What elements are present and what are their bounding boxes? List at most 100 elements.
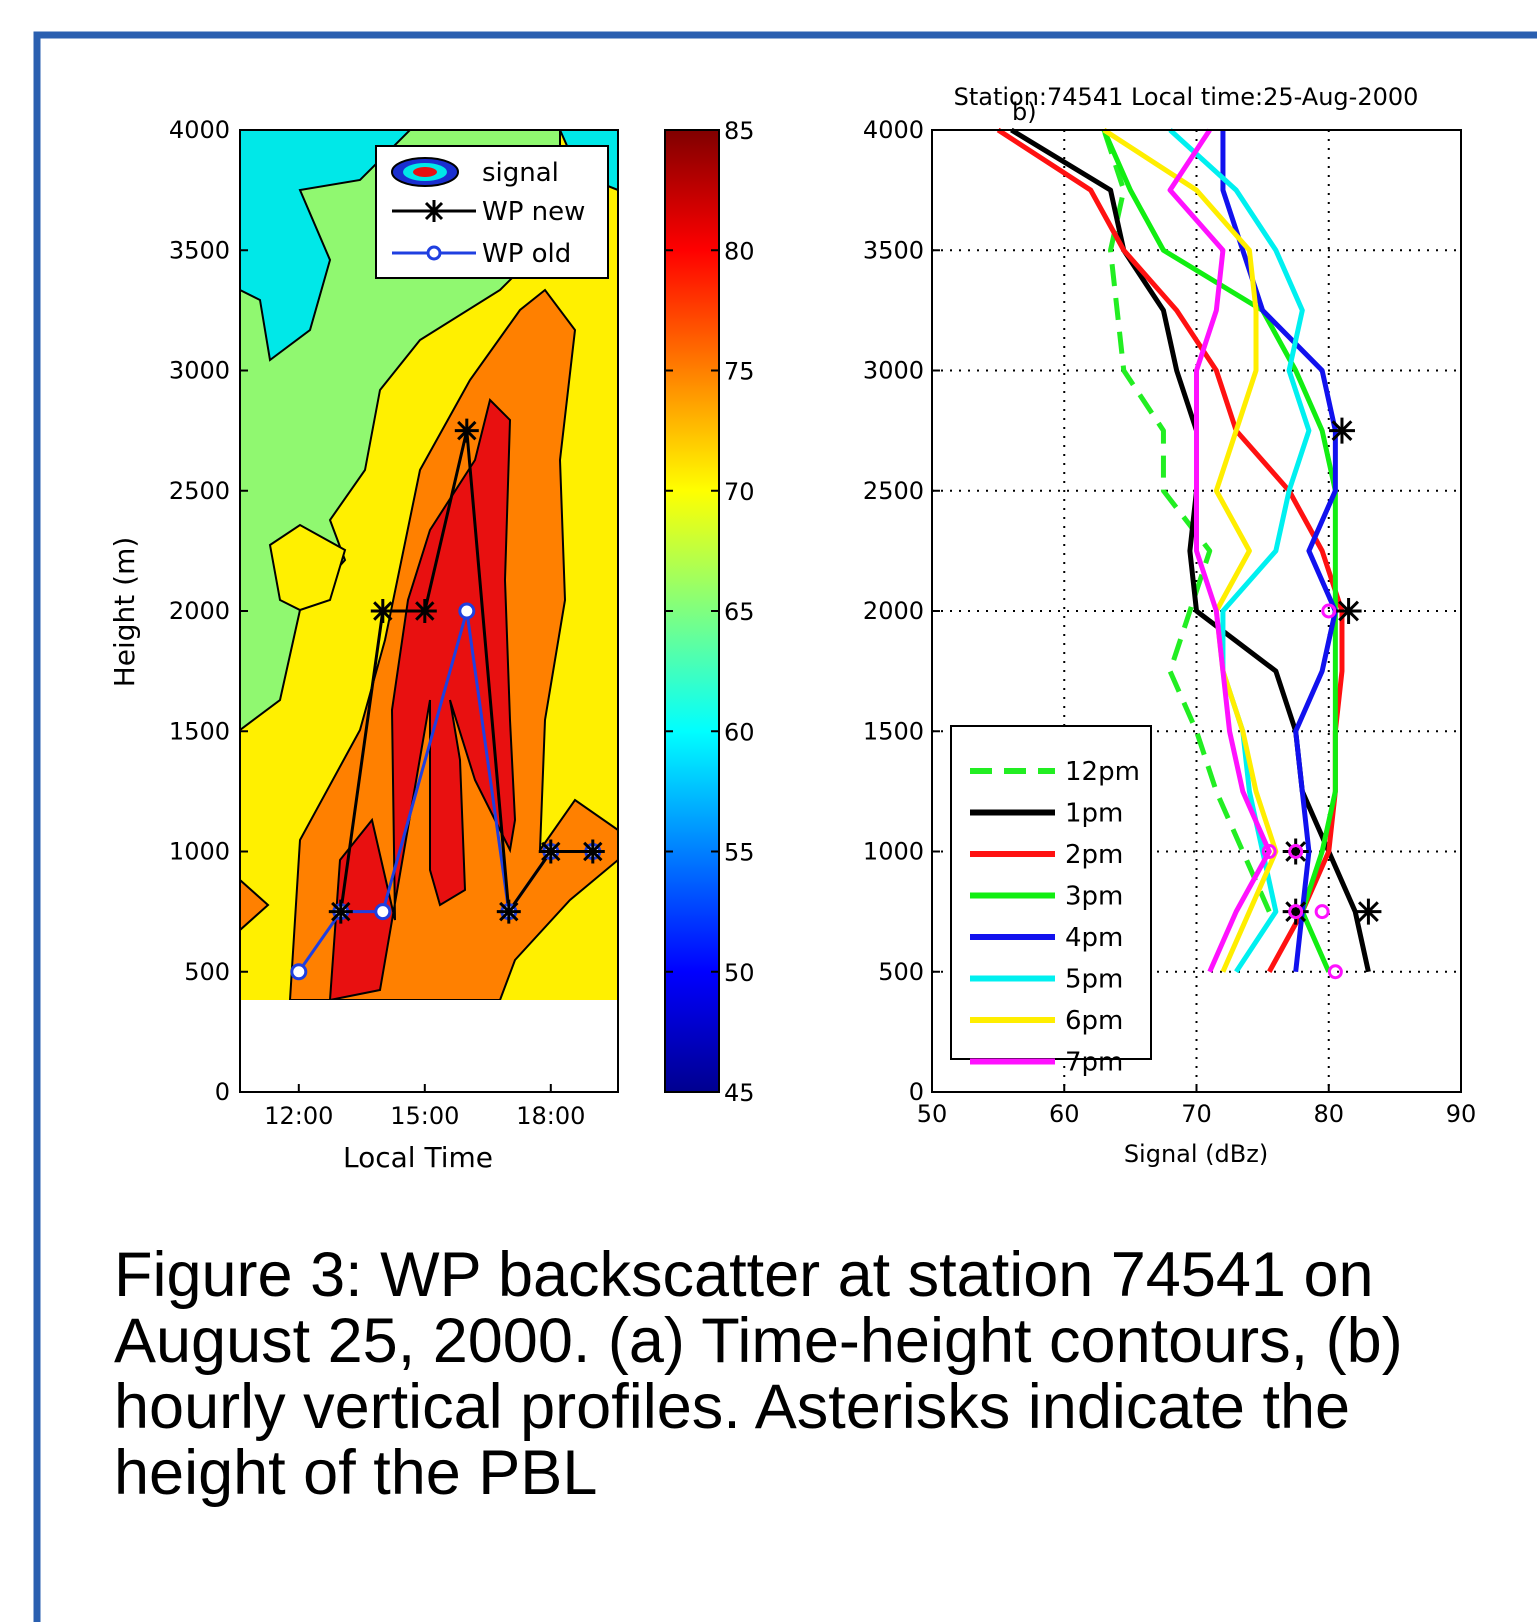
colorbar-tick-label: 60 [724, 718, 755, 746]
plot-a-yticks: 0 500 1000 1500 2000 2500 3000 3500 4000 [169, 116, 248, 1106]
profile-line-6pm [1102, 127, 1279, 973]
ytick-label: 3000 [169, 357, 230, 385]
ytick-label: 4000 [863, 116, 924, 144]
colorbar: 45 50 55 60 65 70 75 80 85 [664, 117, 755, 1107]
ytick-label: 4000 [169, 116, 230, 144]
pbl-asterisk [1282, 838, 1309, 865]
ytick-label: 2500 [169, 477, 230, 505]
plot-b-yticks: 0 500 1000 1500 2000 2500 3000 3500 4000 [863, 116, 940, 1106]
legend-label: 2pm [1065, 840, 1123, 870]
colorbar-tick-label: 55 [724, 839, 755, 867]
no-data-region [240, 1000, 618, 1092]
profile-plot: Station:74541 Local time:25-Aug-2000 b) … [863, 83, 1476, 1168]
pbl-asterisk [1335, 598, 1362, 624]
wp-old-point [458, 602, 476, 620]
colorbar-tick-label: 65 [724, 598, 755, 626]
pbl-circle [1314, 904, 1330, 920]
ytick-label: 3000 [863, 357, 924, 385]
colorbar-tick-label: 80 [724, 237, 755, 265]
legend-label: 5pm [1065, 965, 1123, 995]
wp-new-point [370, 599, 395, 623]
plot-b-panel-label: b) [1012, 98, 1037, 126]
ytick-label: 2500 [863, 477, 924, 505]
ytick-label: 2000 [863, 597, 924, 625]
colorbar-ticks: 45 50 55 60 65 70 75 80 85 [665, 117, 755, 1107]
plot-b-markers [1261, 417, 1382, 980]
pbl-asterisk [1282, 898, 1309, 925]
plot-a-ylabel: Height (m) [108, 537, 141, 688]
xtick-label: 60 [1049, 1100, 1080, 1128]
wp-old-point [290, 963, 308, 981]
wp-new-point [538, 839, 563, 864]
signal-legend-icon [391, 157, 459, 187]
profile-line-12pm [1101, 129, 1272, 913]
plot-a-xticks: 12:00 15:00 18:00 [264, 1084, 585, 1130]
circle-legend-icon [426, 245, 442, 261]
pbl-circle [1261, 844, 1277, 859]
wp-new-point [580, 839, 605, 864]
contour-yellow-pocket [268, 523, 347, 612]
profile-line-1pm [1010, 127, 1371, 973]
contour-plot: 0 500 1000 1500 2000 2500 3000 3500 4000 12:00 15… [108, 116, 619, 1174]
xtick-label: 90 [1446, 1100, 1477, 1128]
xtick-label: 80 [1313, 1100, 1344, 1128]
contour-band-80 [328, 398, 517, 1000]
colorbar-tick-label: 75 [724, 358, 755, 386]
colorbar-tick-label: 50 [724, 959, 755, 987]
plot-a-xlabel: Local Time [343, 1141, 493, 1174]
ytick-label: 1000 [169, 838, 230, 866]
wp-new-point [454, 418, 479, 443]
legend-label: 3pm [1065, 882, 1123, 912]
ytick-label: 0 [215, 1078, 230, 1106]
wp-new-point [328, 899, 353, 924]
plot-b-xticks: 50 60 70 80 90 [917, 1084, 1477, 1128]
figure-caption: Figure 3: WP backscatter at station 7454… [114, 1240, 1403, 1508]
colorbar-tick-label: 70 [724, 478, 755, 506]
ytick-label: 1000 [863, 838, 924, 866]
ytick-label: 3500 [863, 236, 924, 264]
plot-b-lines [996, 127, 1371, 974]
pbl-asterisk [1328, 417, 1355, 444]
legend-label: 6pm [1065, 1006, 1123, 1036]
asterisk-legend-icon [423, 200, 445, 222]
pbl-circle [1288, 844, 1304, 859]
legend-label: 7pm [1065, 1048, 1123, 1078]
wp-new-point [496, 899, 521, 924]
ytick-label: 1500 [863, 717, 924, 745]
profile-line-7pm [1167, 128, 1272, 973]
pbl-asterisk [1355, 898, 1382, 925]
profile-line-2pm [996, 127, 1345, 973]
profile-line-3pm [1101, 128, 1338, 973]
xtick-label: 50 [917, 1100, 948, 1128]
legend-signal: signal [482, 158, 559, 188]
legend-wp-new: WP new [482, 197, 585, 227]
wp-old-point [374, 903, 392, 921]
plot-b-legend: 12pm 1pm 2pm 3pm 4pm 5pm 6pm 7pm [950, 725, 1152, 1078]
plot-b-title: Station:74541 Local time:25-Aug-2000 [954, 83, 1419, 111]
ytick-label: 500 [184, 958, 230, 986]
plot-b-xlabel: Signal (dBz) [1124, 1140, 1268, 1168]
legend-label: 12pm [1065, 757, 1140, 787]
colorbar-tick-label: 85 [724, 117, 755, 145]
xtick-label: 15:00 [390, 1102, 459, 1130]
xtick-label: 12:00 [264, 1102, 333, 1130]
xtick-label: 70 [1181, 1100, 1212, 1128]
ytick-label: 2000 [169, 597, 230, 625]
ytick-label: 3500 [169, 236, 230, 264]
plot-a-series [290, 418, 605, 981]
wp-new-point [412, 599, 437, 623]
legend-wp-old: WP old [482, 239, 571, 269]
legend-label: 4pm [1065, 923, 1123, 953]
pbl-circle [1327, 964, 1343, 980]
pbl-circle [1321, 603, 1337, 619]
ytick-label: 0 [909, 1078, 924, 1106]
pbl-circle [1288, 904, 1304, 920]
contour-band-75b [240, 878, 270, 932]
colorbar-tick-label: 45 [724, 1079, 755, 1107]
xtick-label: 18:00 [516, 1102, 585, 1130]
ytick-label: 500 [878, 958, 924, 986]
ytick-label: 1500 [169, 717, 230, 745]
legend-label: 1pm [1065, 799, 1123, 829]
plot-a-legend: signal WP new WP old [375, 145, 609, 279]
